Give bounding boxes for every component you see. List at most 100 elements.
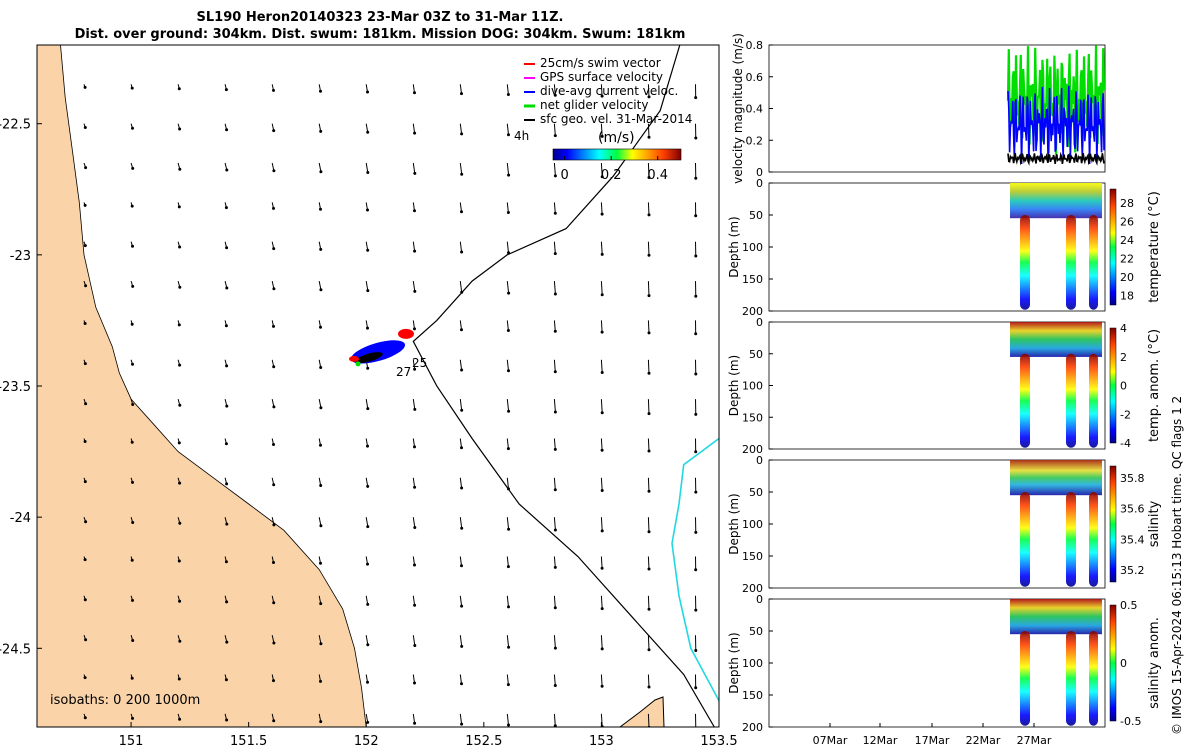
arrow-head — [413, 681, 416, 685]
arrow-shaft — [506, 635, 510, 648]
arrow-head — [694, 294, 698, 298]
y-tick-label: 0 — [756, 454, 763, 467]
velocity-arrow — [224, 320, 228, 328]
velocity-arrow — [694, 202, 698, 218]
arrow-shaft — [412, 713, 416, 724]
imos-credit: © IMOS 15-Apr-2024 06:15:13 Hobart time.… — [1170, 395, 1184, 735]
arrow-shaft — [412, 399, 416, 410]
arrow-head — [647, 95, 651, 99]
arrow-head — [460, 446, 463, 450]
y-tick-label: 0 — [756, 316, 763, 329]
arrow-head — [553, 93, 557, 97]
arrow-head — [130, 322, 134, 326]
map-y-tick-label: -23 — [10, 249, 31, 264]
arrow-shaft — [506, 202, 509, 213]
velocity-arrow — [365, 595, 370, 606]
velocity-arrow — [553, 320, 557, 333]
velocity-arrow — [365, 320, 369, 330]
y-tick-label: 100 — [742, 518, 763, 531]
arrow-head — [272, 324, 275, 328]
arrow-head — [600, 371, 604, 374]
arrow-head — [272, 719, 276, 723]
arrow-head — [647, 412, 651, 416]
arrow-head — [178, 245, 182, 249]
arrow-head — [647, 685, 651, 689]
arrow-head — [413, 526, 417, 529]
velocity-arrow — [506, 281, 511, 295]
velocity-arrow — [459, 438, 463, 450]
arrow-head — [507, 133, 510, 137]
velocity-arrow — [365, 674, 369, 684]
velocity-arrow — [459, 84, 463, 96]
velocity-arrow — [600, 517, 604, 533]
arrow-head — [272, 601, 276, 605]
velocity-arrow — [224, 438, 228, 446]
velocity-arrow — [365, 84, 369, 94]
arrow-head — [694, 412, 698, 416]
arrow-shaft — [412, 241, 416, 252]
velocity-arrow — [600, 281, 604, 297]
arrow-shaft — [553, 438, 556, 450]
y-tick-label: 0.4 — [746, 103, 764, 116]
velocity-arrow — [553, 359, 557, 374]
velocity-arrow — [694, 438, 698, 454]
arrow-head — [460, 250, 464, 254]
velocity-arrow — [412, 202, 416, 213]
arrow-head — [130, 558, 134, 562]
velocity-arrow — [459, 399, 464, 412]
deep-dive-profile-2 — [1089, 353, 1098, 448]
velocity-arrow — [647, 162, 651, 179]
velocity-arrow — [177, 320, 181, 327]
arrow-head — [647, 213, 651, 217]
arrow-head — [224, 88, 228, 92]
velocity-arrow — [224, 202, 228, 210]
arrow-head — [225, 168, 229, 172]
velocity-arrow — [83, 202, 87, 207]
velocity-arrow — [130, 713, 134, 720]
arrow-shaft — [647, 635, 650, 650]
velocity-arrow — [130, 280, 135, 288]
isobaths-label: isobaths: 0 200 1000m — [50, 693, 200, 708]
velocity-arrow — [365, 162, 370, 174]
profile-surface-slab — [1010, 599, 1102, 635]
x-tick-label: 07Mar — [813, 734, 848, 747]
velocity-arrow — [83, 556, 87, 562]
arrow-head — [647, 567, 651, 571]
map-x-tick-label: 153.5 — [700, 734, 737, 749]
y-tick-label: 0 — [756, 166, 763, 179]
velocity-arrow — [553, 635, 557, 650]
chart-subtitle: Dist. over ground: 304km. Dist. swum: 18… — [74, 27, 686, 42]
velocity-arrow — [600, 635, 604, 651]
velocity-arrow — [271, 320, 275, 328]
velocity-arrow — [506, 595, 510, 609]
velocity-arrow — [694, 674, 698, 690]
arrow-head — [460, 132, 464, 136]
velocity-arrow — [271, 517, 276, 527]
arrow-head — [319, 720, 323, 724]
velocity-arrow — [647, 84, 651, 99]
velocity-arrow — [224, 123, 229, 132]
velocity-arrow — [647, 517, 651, 534]
arrow-head — [225, 482, 229, 486]
velocity-arrow — [600, 674, 604, 688]
velocity-arrow — [224, 556, 228, 564]
velocity-arrow — [177, 280, 182, 289]
velocity-arrow — [647, 241, 651, 257]
arrow-head — [272, 206, 275, 210]
velocity-arrow — [694, 162, 698, 180]
arrow-shaft — [459, 399, 463, 411]
arrow-head — [553, 134, 557, 138]
velocity-arrow — [318, 359, 323, 369]
colorbar-tick-label: 35.4 — [1120, 533, 1145, 546]
velocity-arrow — [506, 320, 510, 332]
arrow-head — [600, 448, 604, 452]
arrow-shaft — [553, 517, 556, 531]
arrow-head — [178, 521, 182, 525]
y-tick-label: 100 — [742, 657, 763, 670]
velocity-arrow — [318, 595, 323, 606]
arrow-head — [177, 559, 181, 563]
arrow-shaft — [506, 556, 509, 567]
map-x-tick-label: 153 — [589, 734, 614, 749]
velocity-arrow — [365, 202, 369, 212]
